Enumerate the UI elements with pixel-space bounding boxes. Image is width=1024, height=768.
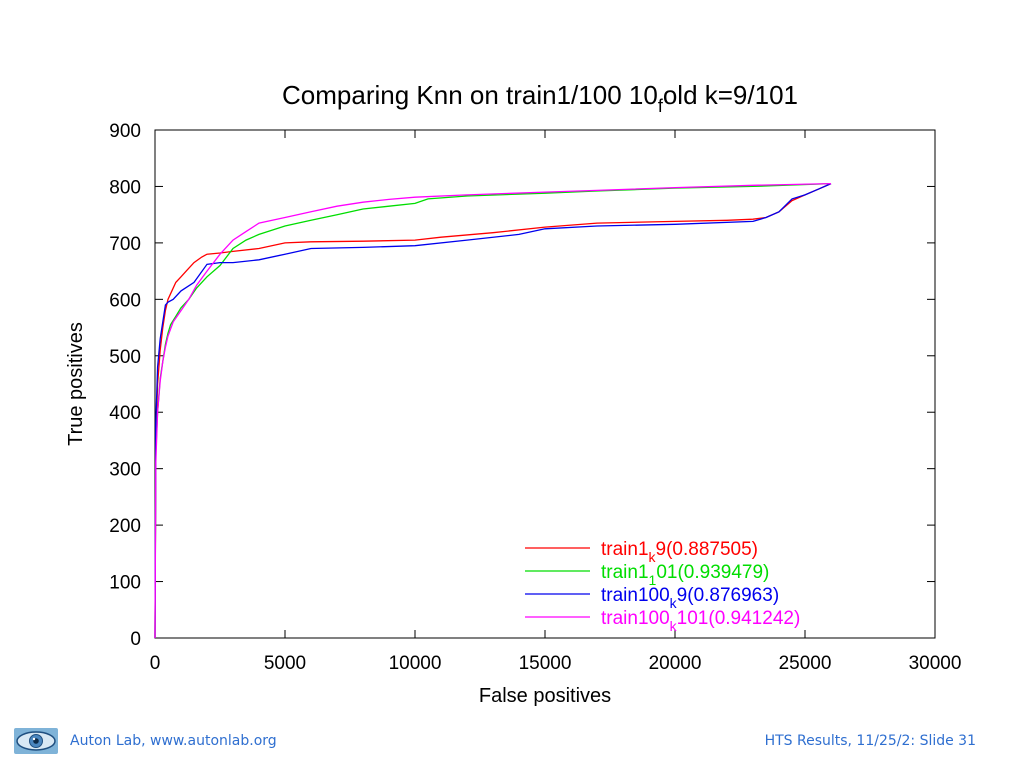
x-tick-label: 10000 (389, 653, 442, 674)
y-axis: 0 100 200 300 400 500 600 700 800 900 (109, 121, 935, 650)
series-line-3 (154, 183, 832, 639)
footer-right-text: HTS Results, 11/25/2: Slide 31 (764, 733, 976, 749)
series-line-1 (154, 183, 832, 639)
legend-name: train100 (601, 585, 670, 606)
legend-name-tail: 9(0.887505) (656, 539, 758, 560)
chart-title-subscript: f (658, 96, 664, 116)
y-tick-label: 400 (109, 403, 141, 424)
footer-left: Auton Lab, www.autonlab.org (14, 728, 277, 754)
legend-name: train1 (601, 539, 649, 560)
y-tick-label: 800 (109, 177, 141, 198)
y-tick-label: 500 (109, 347, 141, 368)
chart-title-tail: old k=9/101 (663, 80, 798, 110)
x-tick-label: 5000 (264, 653, 306, 674)
legend-name-tail: 01(0.939479) (656, 562, 769, 583)
plot-frame (154, 129, 936, 639)
legend-label-1: train1k9(0.887505) (601, 539, 758, 565)
chart-title-main: Comparing Knn on train1/100 10 (282, 80, 658, 110)
y-tick-label: 900 (109, 121, 141, 142)
legend-name-subscript: k (649, 549, 657, 565)
legend-label-3: train100k9(0.876963) (601, 585, 779, 611)
legend-name: train1 (601, 562, 649, 583)
legend-name-tail: 101(0.941242) (677, 608, 801, 629)
x-tick-label: 0 (150, 653, 161, 674)
eye-logo-icon (14, 728, 58, 754)
chart-svg: Comparing Knn on train1/100 10fold k=9/1… (65, 80, 962, 707)
legend: train1k9(0.887505)train1101(0.939479)tra… (525, 539, 800, 634)
y-tick-label: 300 (109, 460, 141, 481)
y-tick-label: 600 (109, 290, 141, 311)
y-tick-label: 100 (109, 573, 141, 594)
x-axis: 0 5000 10000 15000 20000 25000 30000 (150, 130, 962, 674)
legend-name: train100 (601, 608, 670, 629)
legend-name-subscript: 1 (649, 572, 657, 588)
legend-name-subscript: k (670, 618, 678, 634)
y-tick-label: 200 (109, 516, 141, 537)
legend-label-2: train1101(0.939479) (601, 562, 769, 588)
legend-name-subscript: k (670, 595, 678, 611)
y-tick-label: 700 (109, 234, 141, 255)
x-tick-label: 30000 (909, 653, 962, 674)
chart-title: Comparing Knn on train1/100 10fold k=9/1… (282, 80, 798, 116)
legend-label-4: train100k101(0.941242) (601, 608, 800, 634)
series-lines (154, 182, 832, 639)
x-tick-label: 20000 (649, 653, 702, 674)
footer-left-text: Auton Lab, www.autonlab.org (70, 733, 277, 749)
y-axis-label: True positives (65, 322, 87, 446)
legend-name-tail: 9(0.876963) (677, 585, 779, 606)
series-line-4 (154, 182, 832, 639)
y-tick-label: 0 (130, 629, 141, 650)
x-tick-label: 25000 (779, 653, 832, 674)
x-axis-label: False positives (479, 685, 611, 707)
x-tick-label: 15000 (519, 653, 572, 674)
